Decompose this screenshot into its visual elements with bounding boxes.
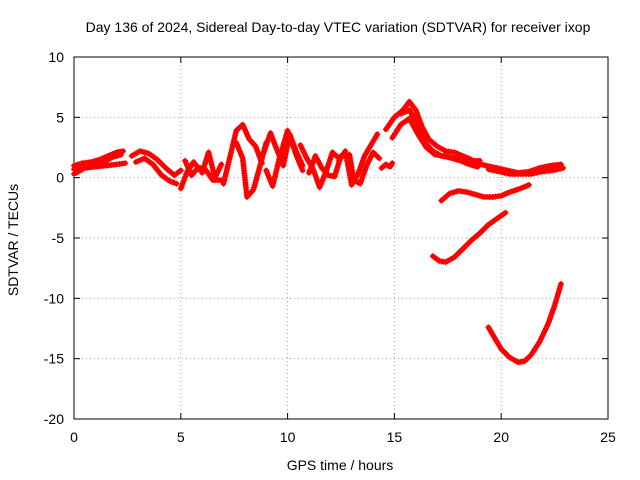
series-arc-24 — [485, 280, 565, 366]
x-axis: 0 5 10 15 20 25 — [70, 57, 616, 445]
series-arc-23 — [429, 209, 509, 266]
data-point — [496, 168, 503, 175]
y-tick-label: 0 — [56, 170, 64, 186]
data-point — [536, 169, 543, 176]
data-point — [502, 209, 509, 216]
x-tick-label: 25 — [600, 429, 616, 445]
series-arc-22 — [438, 181, 532, 204]
data-point — [207, 156, 214, 163]
data-point — [218, 161, 225, 168]
data-point — [480, 161, 487, 168]
data-point — [173, 180, 180, 187]
data-point — [208, 159, 215, 166]
series-arc-5 — [132, 155, 180, 187]
series-arc-15 — [346, 149, 383, 187]
y-tick-label: -5 — [52, 230, 65, 246]
data-point — [498, 169, 505, 176]
y-tick-label: 10 — [48, 49, 64, 65]
series-arc-11 — [263, 127, 306, 190]
grid — [74, 57, 608, 419]
data-point — [477, 161, 484, 168]
data-point — [504, 170, 511, 177]
y-axis-label: SDTVAR / TECUs — [5, 184, 21, 296]
x-tick-label: 15 — [387, 429, 403, 445]
x-tick-label: 0 — [70, 429, 78, 445]
y-axis: -20 -15 -10 -5 0 5 10 — [44, 49, 608, 427]
data-point — [455, 155, 462, 162]
series-arc-3 — [71, 160, 129, 173]
data-point — [458, 155, 465, 162]
data-point — [525, 181, 532, 188]
data-point — [558, 280, 565, 287]
data-point — [210, 167, 217, 174]
data-point — [549, 167, 556, 174]
x-tick-label: 10 — [280, 429, 296, 445]
data-point — [483, 162, 490, 169]
data-point — [376, 155, 383, 162]
data-point — [493, 168, 500, 175]
series-arc-14 — [335, 131, 381, 188]
data-point — [490, 167, 497, 174]
data-point — [463, 157, 470, 164]
y-tick-label: 5 — [56, 109, 64, 125]
series-arc-21 — [485, 165, 567, 178]
data-point — [530, 170, 537, 177]
chart-title: Day 136 of 2024, Sidereal Day-to-day VTE… — [86, 19, 591, 35]
data-point — [374, 131, 381, 138]
series-arc-4 — [128, 148, 184, 179]
data-point — [122, 160, 129, 167]
series-line — [398, 107, 483, 164]
data-point — [552, 166, 559, 173]
data-point — [501, 169, 508, 176]
data-point — [205, 149, 212, 156]
data-point — [460, 156, 467, 163]
data-point — [206, 154, 213, 161]
y-tick-label: -20 — [44, 411, 64, 427]
data-point — [472, 160, 479, 167]
data-point — [208, 161, 215, 168]
data-point — [544, 163, 551, 170]
series-line — [485, 281, 564, 365]
data-point — [206, 151, 213, 158]
x-tick-label: 5 — [177, 429, 185, 445]
data-point — [528, 171, 535, 178]
data-point — [488, 166, 495, 173]
data-point — [299, 167, 306, 174]
y-tick-label: -10 — [44, 290, 64, 306]
x-axis-label: GPS time / hours — [287, 457, 394, 473]
series-arc-19 — [397, 107, 483, 164]
y-tick-label: -15 — [44, 351, 64, 367]
data-point — [389, 160, 396, 167]
data-point — [475, 160, 482, 167]
data-point — [554, 166, 561, 173]
data-point — [209, 164, 216, 171]
data-series — [71, 98, 567, 366]
data-point — [557, 165, 564, 172]
x-tick-label: 20 — [493, 429, 509, 445]
data-point — [177, 167, 184, 174]
series-arc-2 — [71, 148, 127, 169]
data-point — [533, 169, 540, 176]
data-point — [560, 165, 567, 172]
data-point — [120, 148, 127, 155]
series-arc-16 — [378, 160, 396, 172]
data-point — [485, 166, 492, 173]
